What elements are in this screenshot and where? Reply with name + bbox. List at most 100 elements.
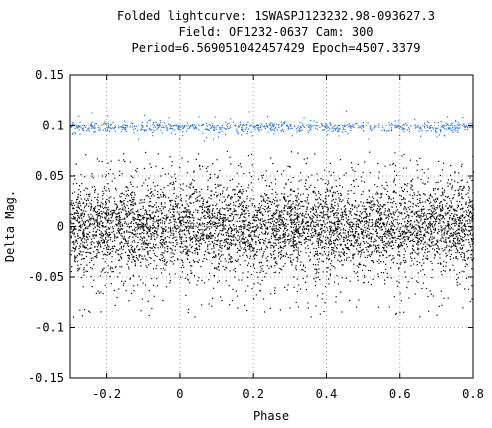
- data-point: [433, 199, 435, 201]
- data-point: [355, 178, 357, 180]
- data-point: [201, 304, 203, 306]
- data-point: [336, 246, 338, 249]
- data-point: [345, 172, 347, 174]
- data-point: [118, 209, 120, 211]
- data-point: [151, 234, 153, 236]
- data-point: [76, 210, 78, 212]
- data-point: [247, 184, 250, 186]
- data-point: [323, 221, 325, 223]
- data-point: [134, 263, 136, 265]
- data-point: [335, 301, 337, 303]
- data-point: [105, 214, 108, 216]
- data-point: [399, 228, 401, 230]
- data-point: [306, 238, 308, 240]
- data-point: [379, 227, 381, 229]
- data-point: [111, 209, 113, 212]
- data-point: [232, 288, 234, 290]
- data-point: [318, 261, 320, 263]
- data-point: [267, 215, 269, 217]
- data-point: [219, 217, 221, 219]
- data-point: [175, 205, 178, 207]
- data-point: [405, 224, 407, 226]
- data-point: [340, 244, 342, 247]
- data-point: [362, 269, 364, 271]
- data-point: [324, 253, 326, 255]
- data-point: [433, 206, 435, 208]
- data-point: [309, 239, 311, 241]
- data-point: [404, 212, 406, 214]
- data-point: [297, 256, 299, 258]
- data-point: [259, 272, 261, 274]
- data-point: [457, 217, 459, 219]
- data-point: [405, 216, 407, 218]
- data-point: [388, 306, 390, 308]
- data-point: [298, 214, 300, 216]
- data-point: [300, 172, 302, 174]
- data-point: [238, 191, 240, 193]
- data-point: [156, 230, 158, 232]
- data-point: [90, 238, 93, 240]
- data-point: [422, 182, 424, 184]
- data-point: [354, 236, 356, 238]
- data-point: [438, 160, 440, 162]
- data-point: [183, 266, 185, 268]
- data-point: [280, 227, 282, 229]
- data-point: [368, 234, 370, 236]
- data-point: [297, 251, 299, 253]
- data-point: [390, 241, 392, 243]
- data-point: [160, 254, 162, 256]
- data-point: [366, 213, 368, 215]
- data-point: [312, 220, 314, 222]
- data-point: [410, 211, 412, 213]
- data-point: [183, 233, 185, 235]
- data-point: [252, 226, 254, 228]
- data-point: [402, 198, 404, 200]
- data-point: [215, 243, 217, 245]
- data-point: [310, 225, 312, 227]
- data-point: [234, 228, 236, 230]
- data-point: [313, 278, 315, 280]
- data-point: [130, 248, 132, 250]
- data-point: [293, 220, 295, 222]
- data-point: [378, 171, 380, 173]
- data-point: [279, 211, 281, 213]
- data-point: [464, 228, 467, 230]
- data-point: [239, 191, 241, 193]
- data-point: [384, 223, 386, 225]
- data-point: [226, 248, 228, 250]
- data-point: [409, 205, 411, 208]
- data-point: [308, 186, 310, 189]
- data-point: [405, 232, 407, 234]
- data-point: [301, 215, 303, 217]
- data-point: [452, 240, 454, 242]
- data-point: [372, 200, 374, 202]
- data-point: [180, 197, 183, 199]
- data-point: [100, 311, 102, 313]
- data-point: [342, 218, 344, 221]
- data-point: [183, 240, 185, 242]
- data-point: [242, 238, 244, 240]
- data-point: [161, 220, 163, 222]
- data-point: [129, 199, 131, 201]
- data-point: [335, 185, 337, 187]
- data-point: [126, 186, 128, 188]
- data-point: [145, 220, 148, 222]
- data-point: [290, 151, 293, 153]
- data-point: [367, 224, 369, 226]
- data-point: [242, 213, 244, 215]
- data-point: [382, 246, 384, 249]
- data-point: [458, 251, 460, 254]
- data-point: [86, 188, 89, 190]
- data-point: [186, 172, 188, 174]
- data-point: [220, 260, 222, 262]
- data-point: [462, 214, 464, 217]
- data-point: [109, 227, 111, 229]
- data-point: [457, 242, 459, 244]
- data-point: [421, 287, 423, 290]
- data-point: [97, 193, 99, 195]
- data-point: [227, 204, 229, 207]
- data-point: [302, 228, 304, 230]
- data-point: [76, 206, 78, 208]
- data-point: [77, 193, 79, 195]
- data-point: [79, 191, 82, 193]
